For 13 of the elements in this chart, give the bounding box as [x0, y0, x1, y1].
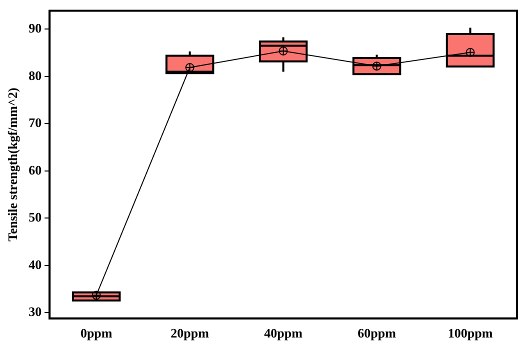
- x-tick-label: 0ppm: [80, 326, 112, 341]
- x-tick-label: 20ppm: [170, 326, 210, 341]
- y-tick-label: 30: [28, 304, 42, 320]
- y-tick-label: 50: [28, 210, 42, 225]
- x-tick-label: 60ppm: [358, 326, 396, 341]
- y-tick-label: 40: [28, 256, 42, 272]
- x-tick-label: 100ppm: [448, 326, 493, 341]
- y-tick-label: 60: [28, 162, 42, 178]
- y-tick-label: 90: [28, 20, 42, 36]
- y-axis-title: Tensile strength(kgf/mm^2): [5, 88, 20, 242]
- y-tick-label: 80: [28, 68, 42, 83]
- y-tick-label: 70: [28, 115, 42, 130]
- x-tick-label: 40ppm: [264, 326, 303, 341]
